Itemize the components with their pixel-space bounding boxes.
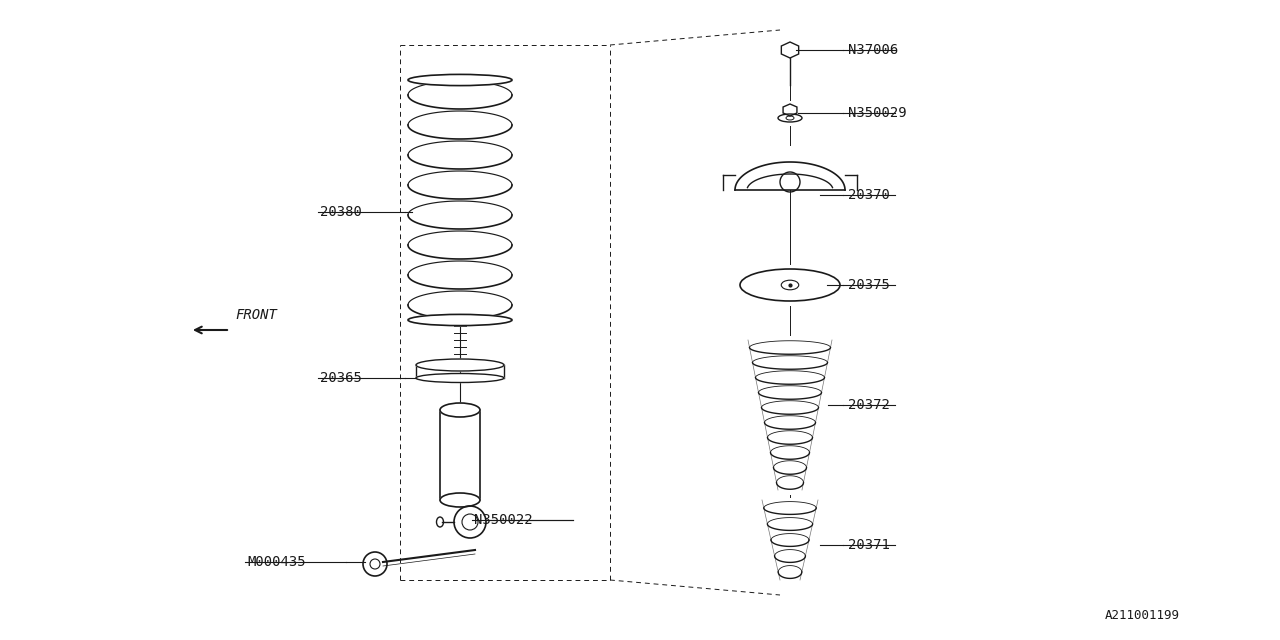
Text: FRONT: FRONT [236, 308, 276, 322]
Ellipse shape [740, 269, 840, 301]
Text: 20372: 20372 [849, 398, 890, 412]
Ellipse shape [408, 314, 512, 326]
Text: N350029: N350029 [849, 106, 906, 120]
Text: 20371: 20371 [849, 538, 890, 552]
Text: N37006: N37006 [849, 43, 899, 57]
Text: 20380: 20380 [320, 205, 362, 219]
Ellipse shape [408, 74, 512, 86]
Text: 20375: 20375 [849, 278, 890, 292]
Ellipse shape [440, 493, 480, 507]
Ellipse shape [416, 359, 504, 371]
Ellipse shape [416, 374, 504, 383]
Text: N350022: N350022 [474, 513, 532, 527]
Ellipse shape [440, 403, 480, 417]
Text: 20370: 20370 [849, 188, 890, 202]
Text: M000435: M000435 [247, 555, 306, 569]
Text: A211001199: A211001199 [1105, 609, 1180, 622]
Text: 20365: 20365 [320, 371, 362, 385]
Ellipse shape [778, 114, 803, 122]
